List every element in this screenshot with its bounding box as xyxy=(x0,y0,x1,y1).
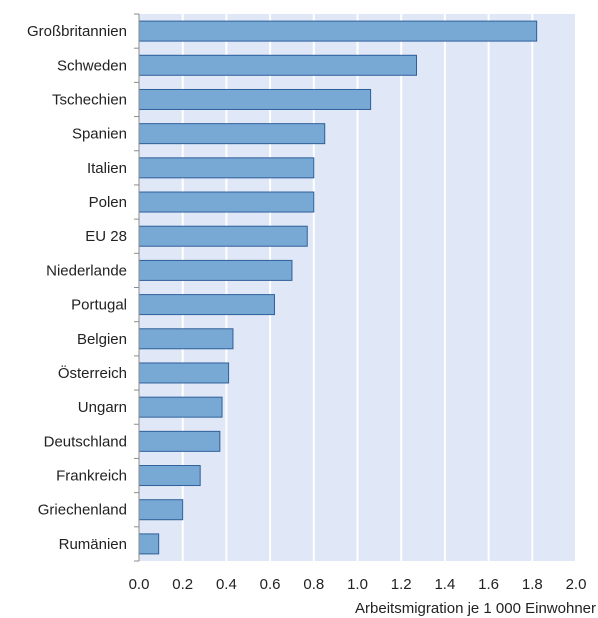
bar xyxy=(138,259,293,281)
bar xyxy=(138,294,275,316)
x-tick-label: 0.4 xyxy=(216,576,237,593)
x-tick-label: 2.0 xyxy=(566,576,587,593)
x-tick-label: 1.2 xyxy=(391,576,412,593)
x-tick-label: 0.0 xyxy=(129,576,150,593)
x-tick-label: 1.4 xyxy=(434,576,455,593)
category-label: Italien xyxy=(87,160,127,177)
category-label: Tschechien xyxy=(52,91,127,108)
bar xyxy=(138,362,230,384)
x-tick-label: 1.8 xyxy=(522,576,543,593)
x-tick-label: 0.8 xyxy=(303,576,324,593)
category-label: Frankreich xyxy=(56,468,127,485)
bars xyxy=(138,20,538,555)
category-label: Österreich xyxy=(58,364,127,382)
category-label: Portugal xyxy=(71,297,127,314)
category-label: Deutschland xyxy=(44,433,127,450)
category-label: EU 28 xyxy=(85,228,127,245)
x-tick-label: 1.6 xyxy=(478,576,499,593)
bar xyxy=(138,191,315,213)
x-axis-title: Arbeitsmigration je 1 000 Einwohner xyxy=(355,600,596,617)
bar xyxy=(138,430,221,452)
bar xyxy=(138,533,160,555)
x-tick-label: 0.2 xyxy=(172,576,193,593)
bar xyxy=(138,225,308,247)
x-tick-label: 1.0 xyxy=(347,576,368,593)
bar xyxy=(138,157,315,179)
bar xyxy=(138,54,417,76)
x-axis-ticks: 0.0 0.2 0.4 0.6 0.8 1.0 1.2 1.4 1.6 1.8 2.0 xyxy=(129,576,587,593)
bar xyxy=(138,396,223,418)
y-axis: Großbritannien Schweden Tschechien Spanien I… xyxy=(27,13,140,562)
category-label: Niederlande xyxy=(46,262,127,279)
category-label: Belgien xyxy=(77,331,127,348)
bar xyxy=(138,499,184,521)
x-tick-label: 0.6 xyxy=(260,576,281,593)
category-label: Großbritannien xyxy=(27,23,127,40)
category-label: Rumänien xyxy=(59,536,127,553)
category-label: Griechenland xyxy=(38,502,127,519)
category-label: Spanien xyxy=(72,126,127,143)
category-label: Schweden xyxy=(57,57,127,74)
bar xyxy=(138,328,234,350)
category-label: Polen xyxy=(89,194,127,211)
bar xyxy=(138,465,201,487)
bar xyxy=(138,88,372,110)
bar xyxy=(138,20,538,42)
category-label: Ungarn xyxy=(78,399,127,416)
bar xyxy=(138,123,326,145)
